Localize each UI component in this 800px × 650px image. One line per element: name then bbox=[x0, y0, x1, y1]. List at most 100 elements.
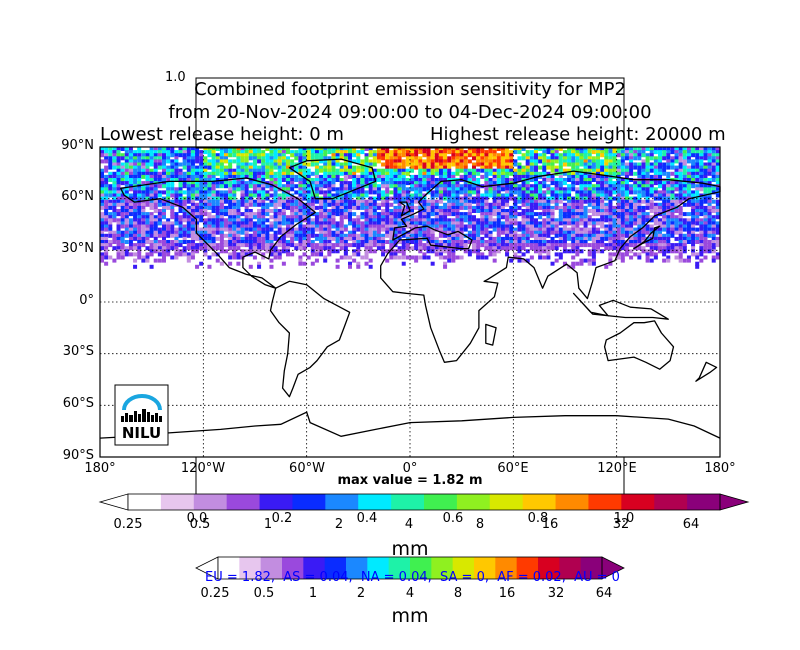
sensitivity-cell bbox=[558, 240, 563, 244]
sensitivity-cell bbox=[624, 162, 629, 167]
sensitivity-cell bbox=[195, 221, 200, 226]
sensitivity-cell bbox=[534, 224, 538, 229]
sensitivity-cell bbox=[562, 205, 567, 210]
sensitivity-cell bbox=[451, 199, 456, 204]
sensitivity-cell bbox=[670, 209, 675, 213]
sensitivity-cell bbox=[166, 159, 171, 164]
sensitivity-cell bbox=[505, 187, 510, 192]
sensitivity-cell bbox=[186, 215, 191, 220]
sensitivity-cell bbox=[174, 233, 179, 238]
sensitivity-cell bbox=[591, 240, 596, 244]
sensitivity-cell bbox=[575, 171, 580, 176]
sensitivity-cell bbox=[488, 215, 493, 220]
sensitivity-cell bbox=[608, 190, 613, 195]
sensitivity-cell bbox=[376, 243, 381, 248]
ytick-label: 90°S bbox=[62, 448, 94, 463]
sensitivity-cell bbox=[476, 153, 481, 158]
sensitivity-cell bbox=[678, 249, 683, 254]
sensitivity-cell bbox=[252, 150, 257, 155]
sensitivity-cell bbox=[645, 184, 650, 189]
sensitivity-cell bbox=[182, 150, 187, 155]
sensitivity-cell bbox=[579, 162, 584, 167]
sensitivity-cell bbox=[538, 236, 543, 241]
sensitivity-cell bbox=[583, 233, 588, 238]
sensitivity-cell bbox=[145, 162, 150, 167]
sensitivity-cell bbox=[509, 165, 514, 170]
sensitivity-cell bbox=[467, 174, 472, 179]
sensitivity-cell bbox=[232, 187, 237, 192]
sensitivity-cell bbox=[314, 233, 319, 238]
sensitivity-cell bbox=[484, 199, 489, 204]
sensitivity-cell bbox=[190, 171, 195, 176]
sensitivity-cell bbox=[186, 187, 191, 192]
sensitivity-cell bbox=[624, 240, 629, 244]
sensitivity-cell bbox=[265, 243, 270, 248]
sensitivity-cell bbox=[513, 215, 518, 220]
sensitivity-cell bbox=[579, 261, 584, 266]
sensitivity-cell bbox=[682, 236, 687, 241]
sensitivity-cell bbox=[587, 243, 592, 248]
sensitivity-cell bbox=[546, 227, 551, 232]
sensitivity-cell bbox=[124, 205, 129, 210]
sensitivity-cell bbox=[658, 209, 662, 213]
sensitivity-cell bbox=[116, 249, 121, 254]
sensitivity-cell bbox=[240, 178, 245, 182]
sensitivity-cell bbox=[232, 209, 237, 213]
sensitivity-cell bbox=[691, 199, 696, 204]
sensitivity-cell bbox=[310, 184, 315, 189]
sensitivity-cell bbox=[633, 240, 638, 244]
sensitivity-cell bbox=[252, 181, 257, 186]
sensitivity-cell bbox=[430, 261, 435, 266]
sensitivity-cell bbox=[666, 193, 671, 198]
sensitivity-cell bbox=[711, 147, 716, 151]
sensitivity-cell bbox=[294, 184, 299, 189]
sensitivity-cell bbox=[331, 233, 336, 238]
sensitivity-cell bbox=[682, 147, 687, 151]
sensitivity-cell bbox=[653, 147, 658, 151]
sensitivity-cell bbox=[542, 193, 547, 198]
sensitivity-cell bbox=[343, 196, 348, 201]
sensitivity-cell bbox=[116, 221, 121, 226]
sensitivity-cell bbox=[649, 190, 654, 195]
sensitivity-cell bbox=[269, 178, 274, 182]
sensitivity-cell bbox=[124, 162, 129, 167]
sensitivity-cell bbox=[637, 252, 642, 257]
sensitivity-cell bbox=[653, 171, 658, 176]
sensitivity-cell bbox=[170, 190, 175, 195]
arc-icon bbox=[122, 394, 162, 411]
sensitivity-cell bbox=[277, 209, 282, 213]
sensitivity-cell bbox=[571, 243, 576, 248]
sensitivity-cell bbox=[182, 178, 187, 182]
sensitivity-cell bbox=[695, 236, 700, 241]
sensitivity-cell bbox=[203, 202, 208, 207]
sensitivity-cell bbox=[128, 209, 133, 213]
sensitivity-cell bbox=[356, 184, 361, 189]
sensitivity-cell bbox=[360, 255, 365, 260]
sensitivity-cell bbox=[116, 196, 121, 201]
sensitivity-cell bbox=[277, 215, 282, 220]
sensitivity-cell bbox=[484, 209, 489, 213]
sensitivity-cell bbox=[620, 193, 625, 198]
sensitivity-cell bbox=[224, 224, 228, 229]
sensitivity-cell bbox=[418, 168, 423, 173]
sensitivity-cell bbox=[438, 190, 443, 195]
sensitivity-cell bbox=[459, 162, 464, 167]
sensitivity-cell bbox=[629, 150, 634, 155]
coastline bbox=[572, 292, 669, 320]
sensitivity-cell bbox=[653, 181, 658, 186]
sensitivity-cell bbox=[298, 230, 303, 235]
sensitivity-cell bbox=[488, 230, 493, 235]
sensitivity-cell bbox=[414, 230, 419, 235]
sensitivity-cell bbox=[186, 174, 191, 179]
sensitivity-cell bbox=[166, 246, 171, 251]
sensitivity-cell bbox=[162, 147, 166, 151]
sensitivity-cell bbox=[124, 246, 129, 251]
sensitivity-cell bbox=[467, 230, 472, 235]
sensitivity-cell bbox=[426, 162, 431, 167]
sensitivity-cell bbox=[182, 246, 187, 251]
sensitivity-cell bbox=[571, 181, 576, 186]
sensitivity-cell bbox=[224, 233, 228, 238]
sensitivity-cell bbox=[422, 159, 427, 164]
sensitivity-cell bbox=[149, 202, 154, 207]
sensitivity-cell bbox=[463, 215, 468, 220]
